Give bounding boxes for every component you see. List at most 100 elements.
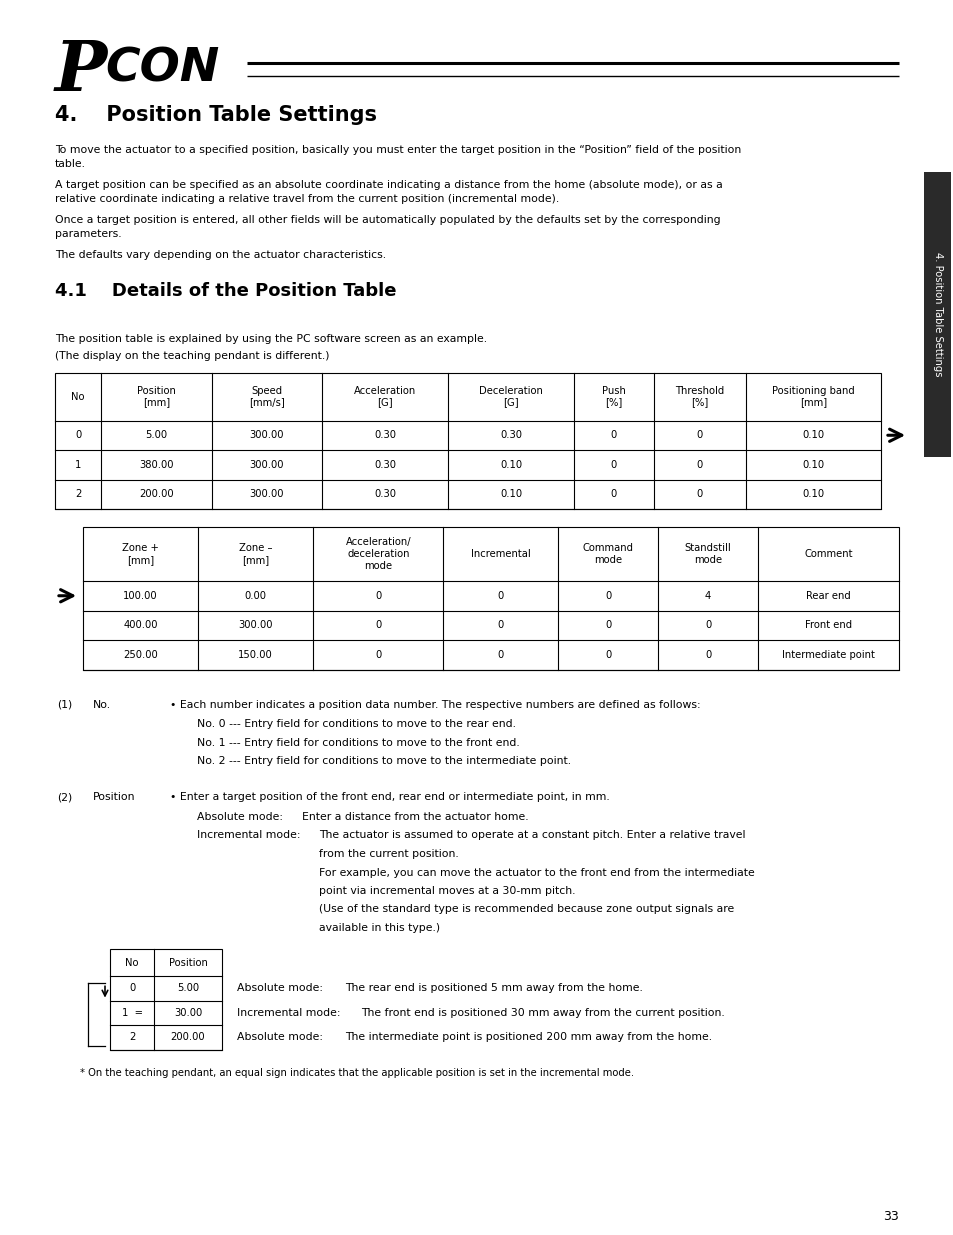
Text: 0: 0: [696, 430, 702, 440]
Text: No. 1 --- Entry field for conditions to move to the front end.: No. 1 --- Entry field for conditions to …: [196, 737, 519, 747]
Text: 400.00: 400.00: [123, 620, 157, 630]
Text: 0: 0: [610, 430, 617, 440]
Text: Zone –
[mm]: Zone – [mm]: [238, 543, 272, 564]
Text: 100.00: 100.00: [123, 590, 157, 600]
Text: The position table is explained by using the PC software screen as an example.: The position table is explained by using…: [55, 333, 487, 343]
Text: 0: 0: [696, 489, 702, 499]
Text: (2): (2): [57, 793, 72, 803]
Text: Acceleration
[G]: Acceleration [G]: [354, 385, 416, 408]
Text: 4.    Position Table Settings: 4. Position Table Settings: [55, 105, 376, 125]
Text: 0: 0: [610, 489, 617, 499]
Text: Command
mode: Command mode: [582, 543, 633, 564]
Text: The defaults vary depending on the actuator characteristics.: The defaults vary depending on the actua…: [55, 249, 386, 261]
Text: 0.10: 0.10: [801, 459, 823, 469]
Text: * On the teaching pendant, an equal sign indicates that the applicable position : * On the teaching pendant, an equal sign…: [80, 1067, 634, 1077]
Text: 0.30: 0.30: [374, 459, 395, 469]
Text: 250.00: 250.00: [123, 650, 158, 659]
Text: 0: 0: [497, 620, 503, 630]
Text: 200.00: 200.00: [139, 489, 173, 499]
Text: 0: 0: [375, 620, 381, 630]
Text: Standstill
mode: Standstill mode: [684, 543, 731, 564]
Text: 0: 0: [497, 650, 503, 659]
Bar: [55, 373, 880, 509]
Text: Comment: Comment: [803, 550, 852, 559]
Text: 380.00: 380.00: [139, 459, 173, 469]
Text: The actuator is assumed to operate at a constant pitch. Enter a relative travel: The actuator is assumed to operate at a …: [318, 830, 744, 841]
Bar: [110, 948, 222, 1050]
Text: P: P: [55, 38, 107, 105]
Text: 0: 0: [129, 983, 135, 993]
Text: point via incremental moves at a 30-mm pitch.: point via incremental moves at a 30-mm p…: [318, 885, 575, 897]
Text: • Enter a target position of the front end, rear end or intermediate point, in m: • Enter a target position of the front e…: [170, 793, 609, 803]
Text: No: No: [71, 391, 85, 401]
Text: 4: 4: [704, 590, 710, 600]
Text: Position
[mm]: Position [mm]: [136, 385, 175, 408]
Text: Acceleration/
deceleration
mode: Acceleration/ deceleration mode: [345, 537, 411, 571]
Text: Incremental: Incremental: [471, 550, 530, 559]
Text: Absolute mode:: Absolute mode:: [236, 983, 323, 993]
Text: 5.00: 5.00: [176, 983, 199, 993]
Text: 300.00: 300.00: [250, 459, 284, 469]
Text: available in this type.): available in this type.): [318, 923, 439, 932]
Text: 0: 0: [604, 650, 611, 659]
Text: 0: 0: [604, 590, 611, 600]
Bar: [55, 373, 880, 509]
Text: 0.30: 0.30: [374, 489, 395, 499]
Text: Once a target position is entered, all other fields will be automatically popula: Once a target position is entered, all o…: [55, 215, 720, 238]
Text: 4. Position Table Settings: 4. Position Table Settings: [932, 252, 942, 377]
Text: Position: Position: [92, 793, 135, 803]
Text: 2: 2: [74, 489, 81, 499]
Text: 300.00: 300.00: [250, 489, 284, 499]
Text: 0: 0: [696, 459, 702, 469]
Text: 200.00: 200.00: [171, 1032, 205, 1042]
Text: 300.00: 300.00: [238, 620, 273, 630]
Text: (1): (1): [57, 699, 72, 709]
Text: Absolute mode:: Absolute mode:: [236, 1032, 323, 1042]
Text: No. 0 --- Entry field for conditions to move to the rear end.: No. 0 --- Entry field for conditions to …: [196, 719, 516, 729]
Text: To move the actuator to a specified position, basically you must enter the targe: To move the actuator to a specified posi…: [55, 144, 740, 169]
Bar: [110, 948, 222, 1050]
Text: 1: 1: [74, 459, 81, 469]
Text: Incremental mode:: Incremental mode:: [236, 1008, 340, 1018]
Text: Position: Position: [169, 957, 207, 967]
Text: Enter a distance from the actuator home.: Enter a distance from the actuator home.: [302, 811, 528, 823]
Text: CON: CON: [105, 46, 219, 91]
Text: 1  =: 1 =: [121, 1008, 142, 1018]
Text: 150.00: 150.00: [238, 650, 273, 659]
Text: (The display on the teaching pendant is different.): (The display on the teaching pendant is …: [55, 351, 329, 361]
Text: 0: 0: [375, 650, 381, 659]
Text: No. 2 --- Entry field for conditions to move to the intermediate point.: No. 2 --- Entry field for conditions to …: [196, 756, 571, 766]
Text: 0: 0: [375, 590, 381, 600]
Text: Threshold
[%]: Threshold [%]: [675, 385, 723, 408]
Text: 0.10: 0.10: [499, 459, 521, 469]
Bar: [83, 527, 898, 669]
Text: 0: 0: [704, 620, 710, 630]
Text: 0: 0: [75, 430, 81, 440]
Text: 33: 33: [882, 1210, 898, 1223]
Text: 30.00: 30.00: [173, 1008, 202, 1018]
Text: 0.30: 0.30: [374, 430, 395, 440]
Text: Intermediate point: Intermediate point: [781, 650, 874, 659]
Text: Push
[%]: Push [%]: [601, 385, 625, 408]
Bar: [923, 172, 950, 457]
Text: 0.30: 0.30: [499, 430, 521, 440]
Text: 0.00: 0.00: [244, 590, 266, 600]
Text: (Use of the standard type is recommended because zone output signals are: (Use of the standard type is recommended…: [318, 904, 734, 914]
Text: The front end is positioned 30 mm away from the current position.: The front end is positioned 30 mm away f…: [360, 1008, 724, 1018]
Text: The intermediate point is positioned 200 mm away from the home.: The intermediate point is positioned 200…: [345, 1032, 711, 1042]
Text: 4.1    Details of the Position Table: 4.1 Details of the Position Table: [55, 282, 396, 300]
Text: No.: No.: [92, 699, 111, 709]
Text: 0.10: 0.10: [801, 489, 823, 499]
Text: Absolute mode:: Absolute mode:: [196, 811, 283, 823]
Text: 300.00: 300.00: [250, 430, 284, 440]
Text: For example, you can move the actuator to the front end from the intermediate: For example, you can move the actuator t…: [318, 867, 754, 878]
Bar: [83, 527, 898, 669]
Text: 5.00: 5.00: [145, 430, 167, 440]
Text: Rear end: Rear end: [805, 590, 850, 600]
Text: 0: 0: [704, 650, 710, 659]
Text: No: No: [125, 957, 138, 967]
Text: Deceleration
[G]: Deceleration [G]: [478, 385, 542, 408]
Text: 0: 0: [497, 590, 503, 600]
Text: The rear end is positioned 5 mm away from the home.: The rear end is positioned 5 mm away fro…: [345, 983, 642, 993]
Text: Positioning band
[mm]: Positioning band [mm]: [771, 385, 854, 408]
